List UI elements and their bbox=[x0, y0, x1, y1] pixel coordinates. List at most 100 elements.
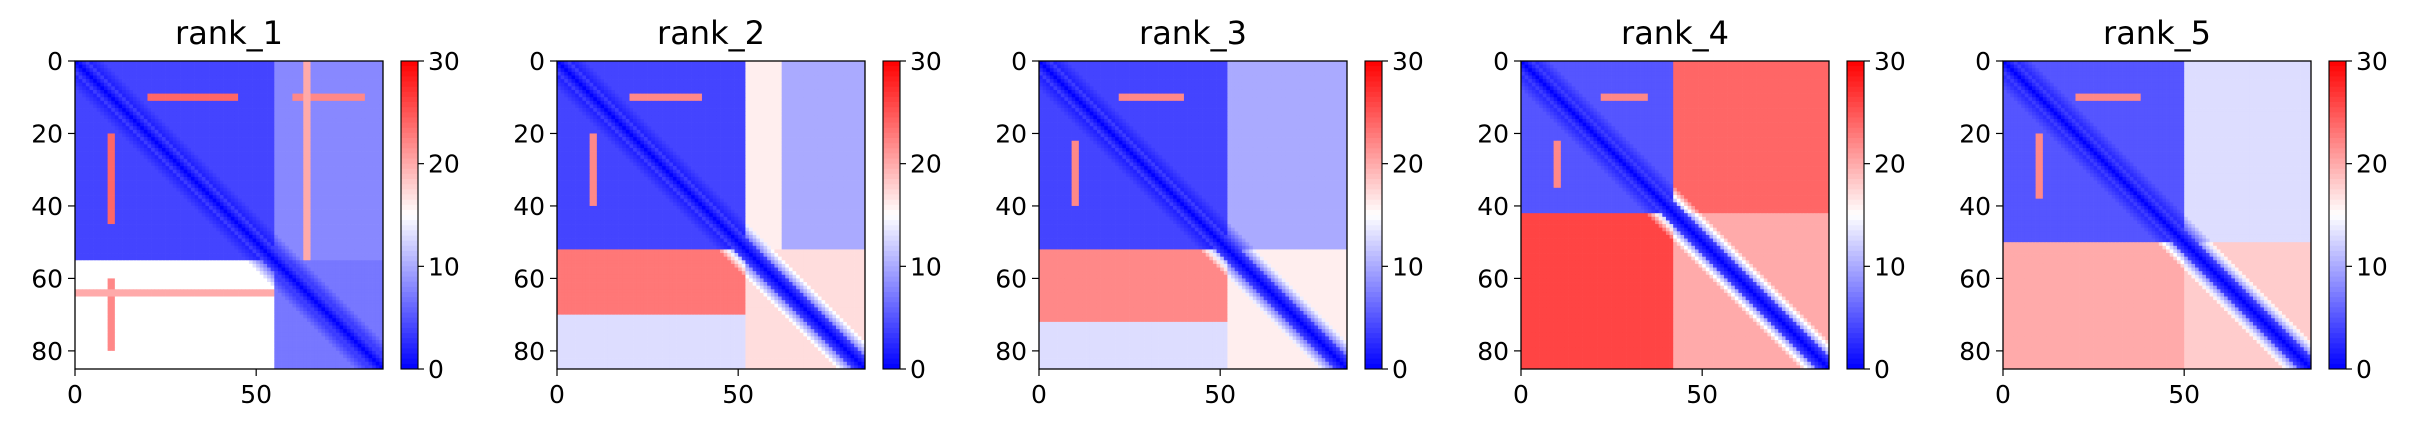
heatmap-cell bbox=[256, 123, 260, 127]
heatmap-cell bbox=[267, 130, 271, 134]
heatmap-cell bbox=[311, 173, 315, 177]
heatmap-cell bbox=[274, 173, 278, 177]
heatmap-cell bbox=[238, 90, 242, 94]
heatmap-cell bbox=[289, 115, 293, 119]
heatmap-cell bbox=[358, 101, 362, 105]
heatmap-cell bbox=[220, 166, 224, 170]
heatmap-cell bbox=[354, 177, 358, 181]
heatmap-cell bbox=[82, 115, 86, 119]
heatmap-cell bbox=[191, 166, 195, 170]
heatmap-cell bbox=[365, 65, 369, 69]
heatmap-cell bbox=[263, 181, 267, 185]
heatmap-cell bbox=[227, 68, 231, 72]
heatmap-cell bbox=[249, 144, 253, 148]
heatmap-cell bbox=[300, 133, 304, 137]
heatmap-cell bbox=[253, 166, 257, 170]
heatmap-cell bbox=[234, 104, 238, 108]
heatmap-cell bbox=[336, 152, 340, 156]
heatmap-cell bbox=[361, 123, 365, 127]
heatmap-cell bbox=[354, 83, 358, 87]
heatmap-cell bbox=[361, 188, 365, 192]
heatmap-cell bbox=[332, 101, 336, 105]
heatmap-cell bbox=[191, 104, 195, 108]
heatmap-cell bbox=[358, 94, 362, 98]
heatmap-cell bbox=[137, 181, 141, 185]
heatmap-cell bbox=[147, 97, 151, 101]
heatmap-cell bbox=[260, 108, 264, 112]
heatmap-cell bbox=[318, 181, 322, 185]
heatmap-cell bbox=[227, 72, 231, 76]
heatmap-cell bbox=[329, 177, 333, 181]
heatmap-cell bbox=[155, 141, 159, 145]
heatmap-cell bbox=[129, 188, 133, 192]
heatmap-cell bbox=[224, 126, 228, 130]
heatmap-cell bbox=[93, 104, 97, 108]
heatmap-cell bbox=[126, 159, 130, 163]
heatmap-cell bbox=[155, 126, 159, 130]
heatmap-cell bbox=[271, 68, 275, 72]
heatmap-cell bbox=[176, 130, 180, 134]
heatmap-cell bbox=[376, 141, 380, 145]
heatmap-cell bbox=[296, 108, 300, 112]
heatmap-cell bbox=[343, 94, 347, 98]
heatmap-cell bbox=[216, 155, 220, 159]
heatmap-cell bbox=[292, 152, 296, 156]
heatmap-cell bbox=[151, 162, 155, 166]
heatmap-cell bbox=[205, 148, 209, 152]
heatmap-cell bbox=[256, 65, 260, 69]
heatmap-cell bbox=[198, 123, 202, 127]
heatmap-cell bbox=[220, 68, 224, 72]
heatmap-cell bbox=[82, 170, 86, 174]
heatmap-cell bbox=[274, 177, 278, 181]
heatmap-cell bbox=[325, 170, 329, 174]
heatmap-cell bbox=[340, 75, 344, 79]
heatmap-cell bbox=[340, 162, 344, 166]
heatmap-cell bbox=[332, 90, 336, 94]
heatmap-cell bbox=[133, 65, 137, 69]
heatmap-cell bbox=[292, 144, 296, 148]
heatmap-cell bbox=[216, 90, 220, 94]
heatmap-cell bbox=[271, 152, 275, 156]
heatmap-cell bbox=[147, 108, 151, 112]
heatmap-cell bbox=[140, 144, 144, 148]
heatmap-cell bbox=[365, 184, 369, 188]
heatmap-cell bbox=[133, 130, 137, 134]
heatmap-cell bbox=[180, 184, 184, 188]
heatmap-cell bbox=[350, 75, 354, 79]
heatmap-cell bbox=[336, 141, 340, 145]
heatmap-cell bbox=[358, 112, 362, 116]
heatmap-cell bbox=[347, 123, 351, 127]
heatmap-cell bbox=[144, 104, 148, 108]
heatmap-cell bbox=[111, 141, 115, 145]
heatmap-cell bbox=[314, 75, 318, 79]
heatmap-cell bbox=[224, 119, 228, 123]
heatmap-cell bbox=[253, 108, 257, 112]
heatmap-cell bbox=[180, 130, 184, 134]
heatmap-cell bbox=[256, 94, 260, 98]
heatmap-cell bbox=[311, 152, 315, 156]
heatmap-cell bbox=[126, 133, 130, 137]
heatmap-cell bbox=[253, 126, 257, 130]
heatmap-cell bbox=[224, 83, 228, 87]
heatmap-cell bbox=[184, 72, 188, 76]
heatmap-cell bbox=[292, 112, 296, 116]
heatmap-cell bbox=[209, 184, 213, 188]
heatmap-cell bbox=[347, 181, 351, 185]
heatmap-cell bbox=[126, 97, 130, 101]
heatmap-cell bbox=[227, 173, 231, 177]
heatmap-cell bbox=[108, 173, 112, 177]
heatmap-cell bbox=[224, 162, 228, 166]
heatmap-cell bbox=[93, 162, 97, 166]
heatmap-cell bbox=[93, 115, 97, 119]
heatmap-cell bbox=[296, 170, 300, 174]
heatmap-cell bbox=[115, 148, 119, 152]
heatmap-cell bbox=[369, 166, 373, 170]
heatmap-cell bbox=[325, 152, 329, 156]
heatmap-cell bbox=[314, 112, 318, 116]
heatmap-cell bbox=[369, 90, 373, 94]
heatmap-cell bbox=[234, 188, 238, 192]
heatmap-cell bbox=[187, 108, 191, 112]
heatmap-cell bbox=[314, 137, 318, 141]
heatmap-cell bbox=[321, 177, 325, 181]
